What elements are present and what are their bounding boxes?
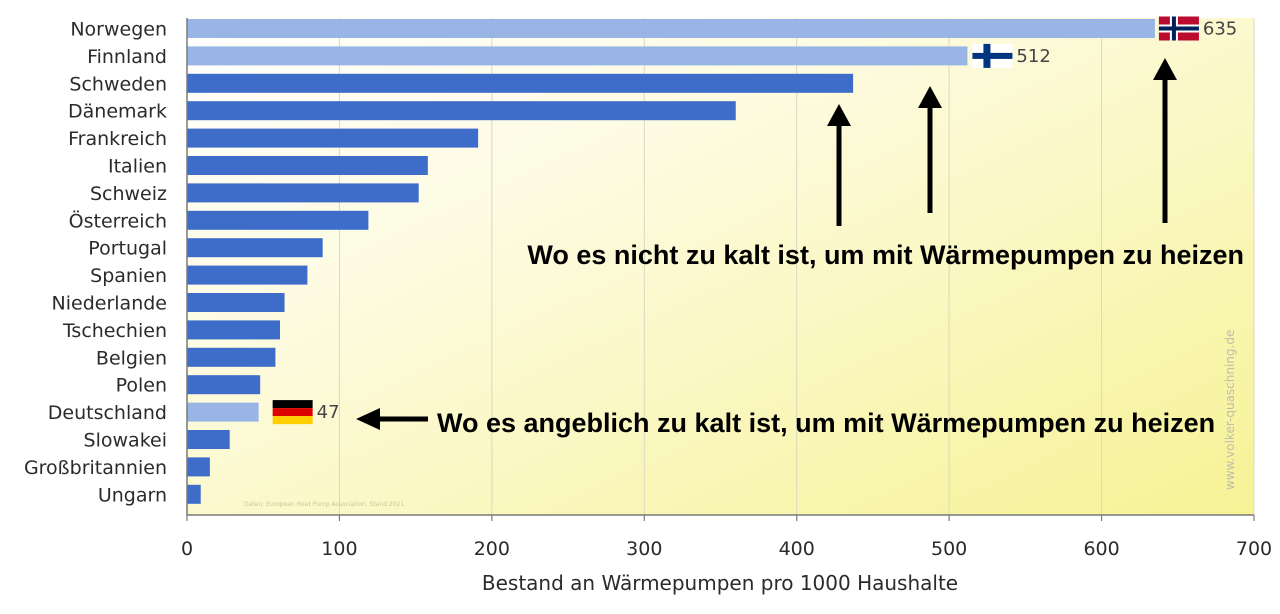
y-tick-label: Großbritannien: [24, 457, 167, 479]
y-tick-label: Ungarn: [98, 484, 167, 506]
y-tick-label: Deutschland: [48, 402, 167, 424]
bar: [187, 457, 210, 477]
source-note: Daten: European Heat Pump Association, S…: [244, 501, 404, 508]
watermark: www.volker-quaschning.de: [1223, 330, 1237, 490]
arrow-up-icon: [918, 86, 942, 213]
x-tick-label: 100: [321, 538, 357, 560]
y-tick-label: Spanien: [90, 265, 167, 287]
x-tick-label: 400: [779, 538, 815, 560]
data-label: 512: [1016, 46, 1050, 67]
y-tick-label: Österreich: [69, 209, 167, 232]
y-tick-label: Dänemark: [68, 101, 167, 123]
bar: [187, 210, 369, 230]
y-tick-label: Slowakei: [84, 430, 167, 452]
norway-flag-icon: [1158, 16, 1199, 41]
germany-flag-icon: [272, 400, 313, 425]
annotation-top: Wo es nicht zu kalt ist, um mit Wärmepum…: [527, 240, 1244, 270]
x-tick-label: 500: [931, 538, 967, 560]
finland-flag-icon: [972, 43, 1013, 68]
x-tick-label: 200: [474, 538, 510, 560]
bar: [187, 73, 854, 93]
data-label: 635: [1203, 19, 1237, 40]
y-tick-label: Belgien: [96, 347, 167, 369]
arrow-up-icon: [1153, 58, 1177, 223]
bar: [187, 320, 280, 340]
x-tick-label: 300: [626, 538, 662, 560]
bar: [187, 293, 285, 312]
bar: [187, 238, 323, 258]
y-tick-label: Polen: [116, 375, 167, 397]
bar: [187, 484, 201, 504]
arrow-up-icon: [827, 104, 851, 226]
x-tick-label: 600: [1083, 538, 1119, 560]
y-tick-label: Portugal: [88, 238, 167, 260]
x-tick-label: 700: [1236, 538, 1272, 560]
bar: [187, 156, 428, 175]
bar: [187, 46, 968, 66]
bar: [187, 101, 736, 121]
y-tick-label: Italien: [108, 156, 167, 178]
plot-background: [186, 18, 1254, 515]
y-tick-label: Norwegen: [70, 19, 167, 41]
bar: [187, 402, 259, 422]
y-tick-label: Schweden: [69, 73, 167, 95]
y-tick-label: Schweiz: [90, 183, 167, 205]
bar: [187, 430, 230, 449]
arrow-left-icon: [356, 408, 428, 430]
y-tick-label: Tschechien: [62, 320, 167, 342]
x-axis-label: Bestand an Wärmepumpen pro 1000 Haushalt…: [482, 571, 958, 595]
bar: [187, 375, 261, 395]
bar: [187, 19, 1155, 38]
y-tick-label: Niederlande: [52, 293, 167, 315]
y-tick-label: Finnland: [87, 46, 167, 68]
bar: [187, 183, 419, 203]
bar: [187, 128, 479, 148]
bar: [187, 347, 276, 367]
annotation-bottom: Wo es angeblich zu kalt ist, um mit Wärm…: [437, 408, 1215, 438]
bar: [187, 265, 308, 285]
data-label: 47: [317, 402, 340, 423]
y-tick-label: Frankreich: [68, 128, 167, 150]
x-tick-label: 0: [181, 538, 193, 560]
